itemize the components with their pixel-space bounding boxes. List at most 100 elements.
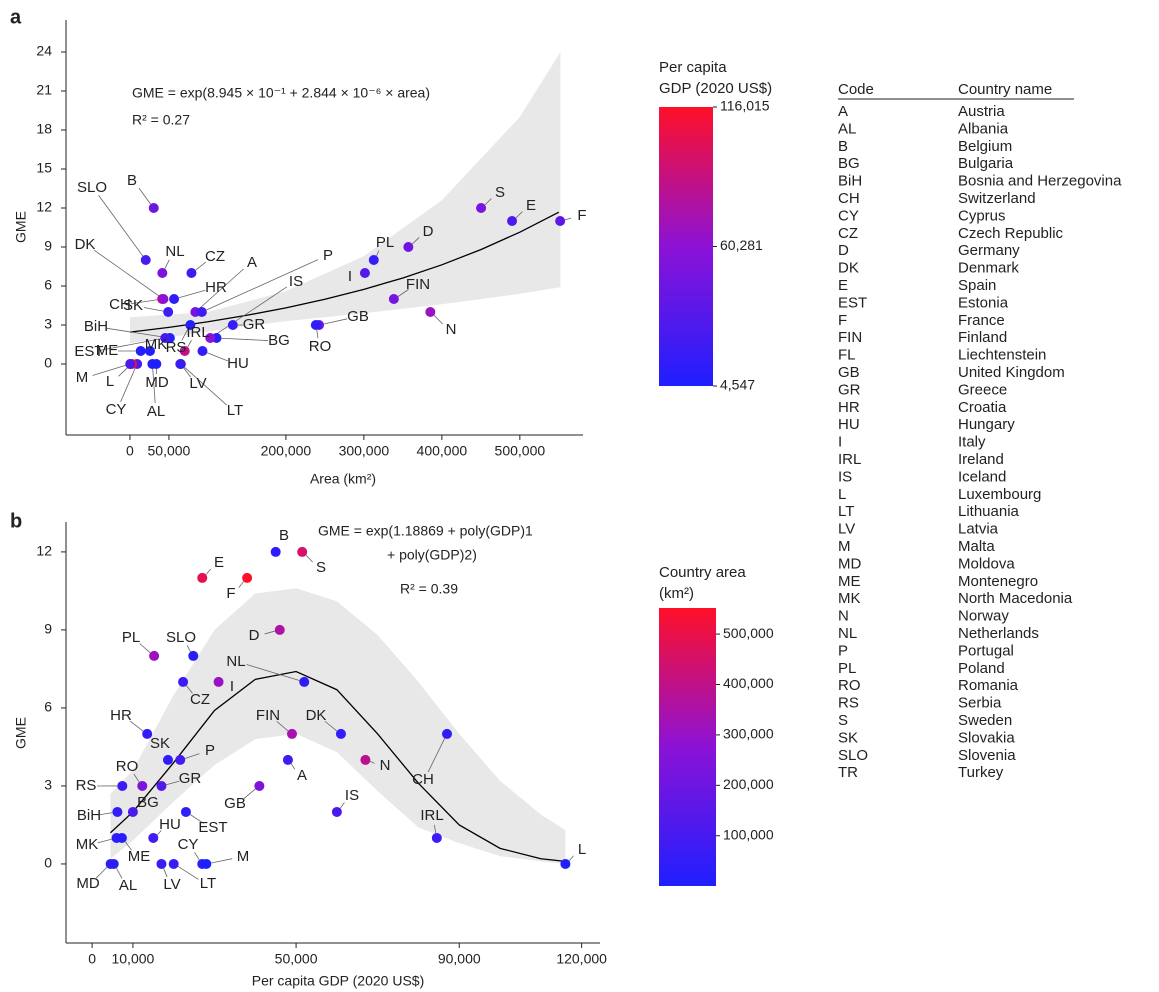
country-name: Bulgaria xyxy=(958,155,1014,172)
leader-line xyxy=(324,720,338,732)
point-label: LT xyxy=(227,402,243,419)
point-label: SLO xyxy=(166,629,196,646)
leader-line xyxy=(205,568,212,575)
y-tick-label: 21 xyxy=(36,82,52,98)
leader-line xyxy=(427,738,446,773)
point-label: M xyxy=(237,848,250,865)
point-label: PL xyxy=(122,629,140,646)
colorbar-tick-label: 4,547 xyxy=(720,377,755,393)
point-label: N xyxy=(446,321,457,338)
country-code: N xyxy=(838,608,849,625)
point-label: P xyxy=(205,742,215,759)
leader-line xyxy=(130,299,158,305)
point xyxy=(197,572,208,583)
country-code: F xyxy=(838,312,847,329)
point-label: P xyxy=(323,247,333,264)
country-name: Liechtenstein xyxy=(958,347,1046,364)
leader-line xyxy=(194,851,200,861)
colorbar-tick-label: 400,000 xyxy=(723,675,774,691)
leader-line xyxy=(92,365,126,376)
country-name: Germany xyxy=(958,242,1020,259)
point xyxy=(476,202,487,213)
leader-line xyxy=(564,217,572,221)
point xyxy=(196,307,207,318)
point-label: RS xyxy=(76,777,97,794)
colorbar-title: GDP (2020 US$) xyxy=(659,80,772,97)
y-tick-label: 12 xyxy=(36,543,52,559)
x-tick-label: 0 xyxy=(126,443,134,459)
point xyxy=(168,858,179,869)
leader-line xyxy=(98,194,144,257)
point xyxy=(162,754,173,765)
point xyxy=(282,754,293,765)
point xyxy=(274,624,285,635)
point xyxy=(359,268,370,279)
point xyxy=(142,728,153,739)
country-name: Turkey xyxy=(958,764,1004,781)
country-name: Estonia xyxy=(958,294,1009,311)
country-code: GB xyxy=(838,364,860,381)
country-name: Portugal xyxy=(958,642,1014,659)
leader-line xyxy=(214,286,288,336)
point xyxy=(179,346,190,357)
point xyxy=(560,858,571,869)
country-code: HR xyxy=(838,399,860,416)
point-label: MD xyxy=(76,875,99,892)
country-name: Croatia xyxy=(958,399,1007,416)
leader-line xyxy=(186,685,193,694)
leader-line xyxy=(186,645,191,652)
colorbar-tick-label: 300,000 xyxy=(723,726,774,742)
x-tick-label: 200,000 xyxy=(261,443,312,459)
point-label: HU xyxy=(227,355,249,372)
leader-line xyxy=(206,259,319,311)
leader-line xyxy=(184,366,227,406)
point-label: RO xyxy=(116,758,139,775)
country-name: Norway xyxy=(958,608,1009,625)
country-code: ME xyxy=(838,573,861,590)
country-code: LV xyxy=(838,521,855,538)
leader-line xyxy=(93,249,160,297)
country-code: SK xyxy=(838,729,858,746)
country-code: MK xyxy=(838,590,861,607)
point-label: IS xyxy=(289,273,303,290)
country-code: SLO xyxy=(838,747,868,764)
country-name: Slovakia xyxy=(958,729,1015,746)
point-label: LT xyxy=(200,875,216,892)
leader-line xyxy=(178,289,206,299)
point xyxy=(175,754,186,765)
point xyxy=(297,546,308,557)
country-code: TR xyxy=(838,764,858,781)
point xyxy=(178,676,189,687)
leader-line xyxy=(97,838,112,844)
point xyxy=(442,728,453,739)
point xyxy=(137,780,148,791)
leader-line xyxy=(568,855,574,861)
point-label: HR xyxy=(205,279,227,296)
country-name: Albania xyxy=(958,120,1009,137)
point xyxy=(205,333,216,344)
point-label: AL xyxy=(147,403,165,420)
country-code: L xyxy=(838,486,846,503)
point xyxy=(331,806,342,817)
y-tick-label: 6 xyxy=(44,277,52,293)
point-label: MK xyxy=(145,336,168,353)
leader-line xyxy=(177,866,199,880)
country-name: United Kingdom xyxy=(958,364,1065,381)
point-label: CY xyxy=(106,401,127,418)
y-tick-label: 24 xyxy=(36,43,52,59)
point xyxy=(270,546,281,557)
confidence-band xyxy=(110,588,566,864)
leader-line xyxy=(323,318,348,325)
point-label: DK xyxy=(75,236,96,253)
country-code: LT xyxy=(838,503,854,520)
point-label: B xyxy=(127,172,137,189)
point-label: IRL xyxy=(420,807,443,824)
country-name: Romania xyxy=(958,677,1019,694)
country-name: Hungary xyxy=(958,416,1015,433)
y-tick-label: 9 xyxy=(44,621,52,637)
point xyxy=(149,650,160,661)
x-tick-label: 400,000 xyxy=(417,443,468,459)
y-tick-label: 9 xyxy=(44,238,52,254)
panel-letter: b xyxy=(10,510,22,532)
point-label: GB xyxy=(224,795,246,812)
